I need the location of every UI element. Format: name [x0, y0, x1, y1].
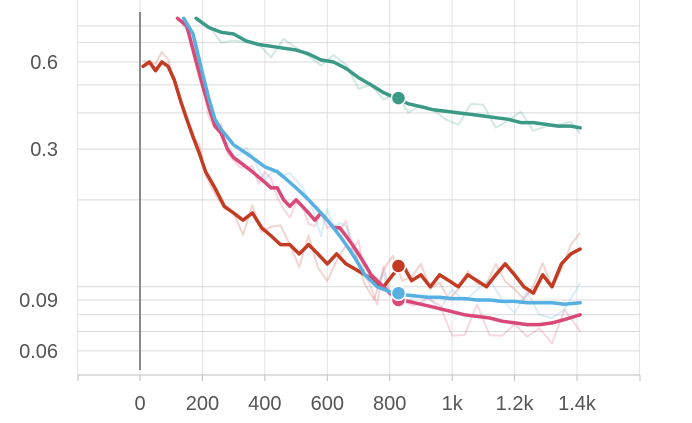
marker-layer	[390, 90, 407, 308]
series-marker	[390, 285, 407, 301]
x-tick-label: 600	[311, 393, 344, 415]
x-tick-label: 800	[373, 393, 406, 415]
grid	[77, 0, 640, 375]
x-tick-label: 200	[186, 393, 219, 415]
series-raw-line	[176, 17, 581, 345]
x-tick-label: 0	[134, 393, 145, 415]
y-axis: 0.6 0.3 0.09 0.06	[19, 52, 58, 363]
y-tick-label: 0.09	[19, 290, 58, 312]
x-axis: 0 200 400 600 800 1k 1.2k 1.4k	[77, 374, 641, 415]
y-tick-label: 0.3	[30, 139, 58, 161]
series-layer	[141, 16, 582, 345]
x-tick-label: 1.2k	[496, 393, 535, 415]
x-tick-label: 1k	[442, 393, 464, 415]
y-tick-label: 0.06	[19, 341, 58, 363]
x-tick-label: 1.4k	[558, 393, 597, 415]
series-raw-line	[195, 17, 581, 135]
y-tick-label: 0.6	[30, 52, 58, 74]
x-tick-label: 400	[248, 393, 281, 415]
series-raw-line	[182, 25, 581, 320]
series-line	[141, 60, 582, 295]
series-marker	[390, 90, 407, 106]
series-line	[194, 16, 582, 130]
series-marker	[390, 258, 407, 274]
series-line	[181, 16, 582, 307]
